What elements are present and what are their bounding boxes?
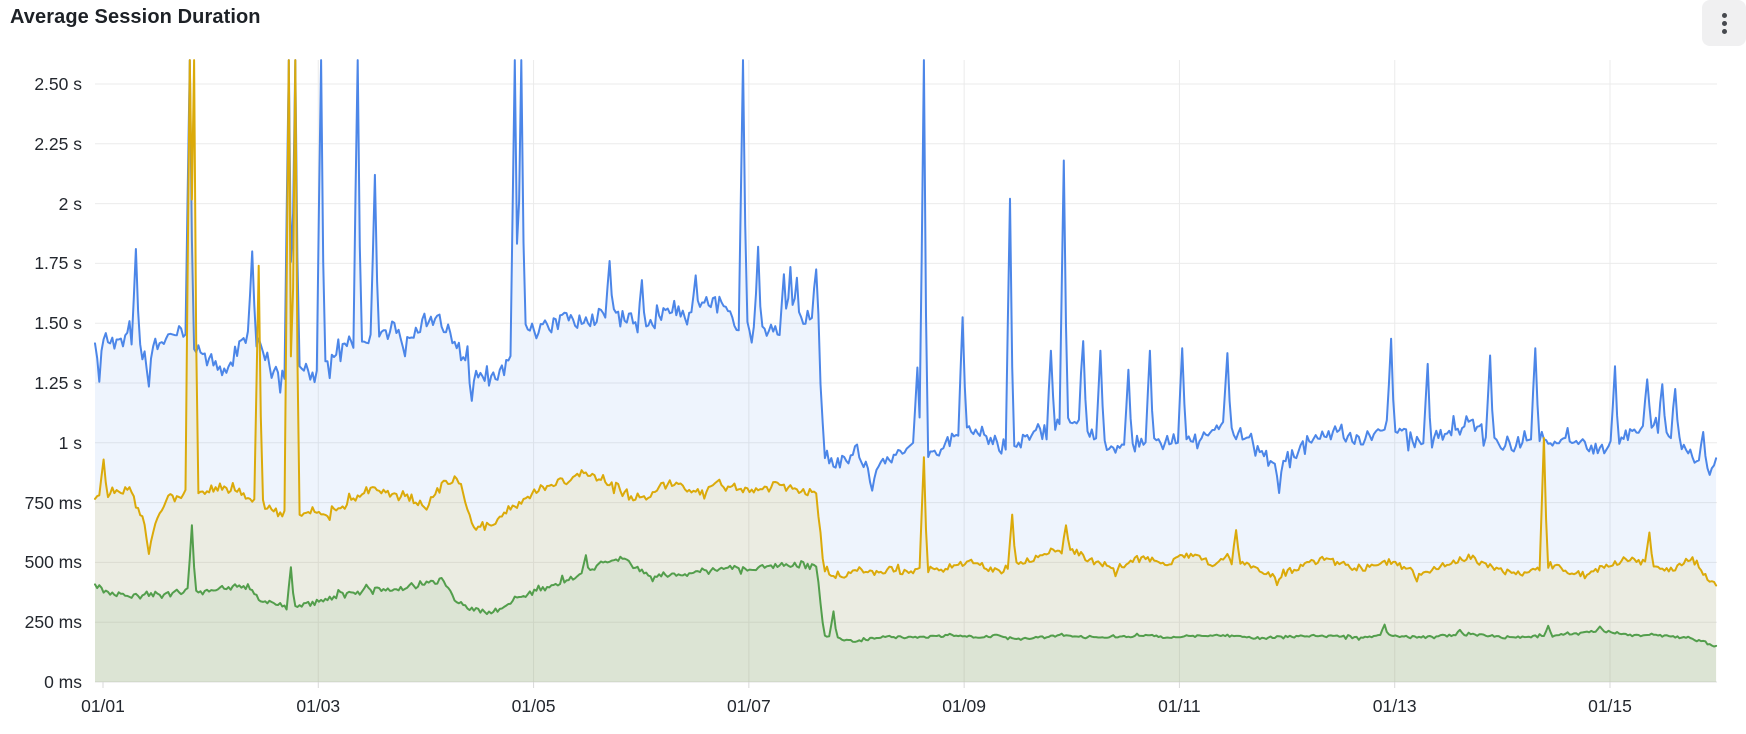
x-tick-label: 01/03: [296, 696, 341, 716]
y-tick-label: 0 ms: [44, 672, 82, 692]
series-yellow-line: [94, 59, 1718, 587]
panel-title: Average Session Duration: [10, 6, 261, 28]
y-tick-label: 1.25 s: [34, 373, 82, 393]
kebab-vertical-icon: [1721, 12, 1727, 34]
panel-menu-button[interactable]: [1702, 0, 1746, 46]
x-tick-label: 01/09: [942, 696, 987, 716]
x-tick-label: 01/11: [1158, 696, 1201, 716]
y-tick-label: 2.50 s: [34, 74, 82, 94]
series-green-line: [94, 524, 1718, 648]
x-tick-label: 01/01: [81, 696, 125, 716]
y-tick-label: 500 ms: [24, 552, 82, 573]
y-tick-label: 1 s: [58, 432, 82, 453]
y-tick-label: 750 ms: [24, 492, 82, 513]
y-tick-label: 1.50 s: [34, 313, 82, 334]
y-tick-label: 1.75 s: [34, 253, 82, 274]
y-tick-label: 2.25 s: [34, 133, 82, 154]
x-tick-label: 01/05: [511, 696, 556, 716]
y-tick-label: 2 s: [58, 193, 82, 214]
series-blue-line: [94, 59, 1718, 494]
series-yellow-area: [95, 60, 1717, 683]
x-tick-label: 01/15: [1588, 696, 1632, 716]
series-blue-area: [95, 60, 1717, 683]
x-tick-label: 01/13: [1372, 696, 1417, 716]
x-tick-label: 01/07: [726, 696, 771, 716]
series-green-area: [95, 525, 1717, 682]
y-tick-label: 250 ms: [24, 612, 82, 633]
panel-header: Average Session Duration: [0, 0, 1746, 50]
